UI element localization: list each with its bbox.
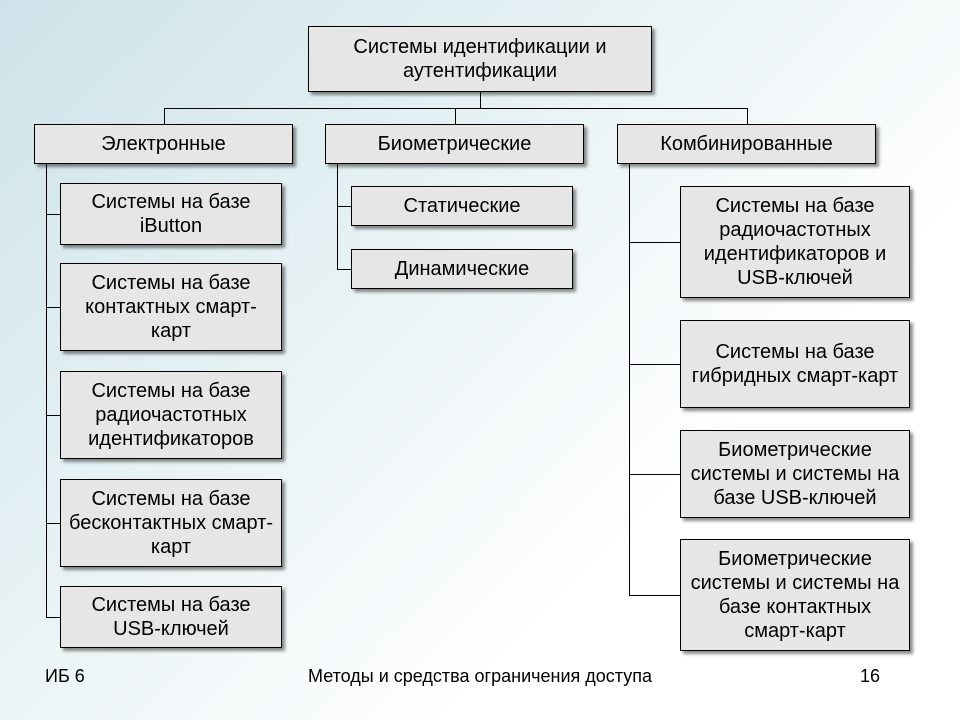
footer-right: 16 bbox=[820, 666, 880, 687]
connector-h bbox=[629, 242, 680, 243]
branch-0-child-3-label: Системы на базе бесконтактных смарт-карт bbox=[67, 487, 275, 559]
connector-v bbox=[337, 164, 338, 269]
connector-h bbox=[46, 617, 60, 618]
root-node-label: Системы идентификации и аутентификации bbox=[315, 35, 645, 83]
branch-1-child-1-label: Динамические bbox=[395, 257, 529, 281]
branch-0-child-2-label: Системы на базе радиочастотных идентифик… bbox=[67, 379, 275, 451]
branch-2-child-3-label: Биометрические системы и системы на базе… bbox=[687, 547, 903, 643]
branch-2-label: Комбинированные bbox=[660, 132, 833, 156]
branch-1-child-0: Статические bbox=[351, 186, 573, 226]
branch-0-child-4: Системы на базе USB-ключей bbox=[60, 586, 282, 648]
connector-h bbox=[629, 364, 680, 365]
branch-1-child-0-label: Статические bbox=[404, 194, 521, 218]
branch-0-child-3: Системы на базе бесконтактных смарт-карт bbox=[60, 479, 282, 567]
diagram-canvas: Системы идентификации и аутентификации Эл… bbox=[0, 0, 960, 720]
branch-2-child-1: Системы на базе гибридных смарт-карт bbox=[680, 320, 910, 408]
branch-1-child-1: Динамические bbox=[351, 249, 573, 289]
branch-2-child-1-label: Системы на базе гибридных смарт-карт bbox=[687, 340, 903, 388]
connector-h bbox=[46, 214, 60, 215]
branch-2-child-0: Системы на базе радиочастотных идентифик… bbox=[680, 186, 910, 298]
branch-2: Комбинированные bbox=[617, 124, 876, 164]
connector-h bbox=[46, 415, 60, 416]
branch-2-child-3: Биометрические системы и системы на базе… bbox=[680, 539, 910, 651]
branch-0: Электронные bbox=[34, 124, 293, 164]
connector-v bbox=[164, 108, 165, 124]
branch-2-child-2: Биометрические системы и системы на базе… bbox=[680, 430, 910, 518]
footer-left: ИБ 6 bbox=[45, 666, 85, 687]
branch-0-child-1-label: Системы на базе контактных смарт-карт bbox=[67, 271, 275, 343]
connector-h bbox=[46, 307, 60, 308]
connector-v bbox=[455, 108, 456, 124]
branch-1-label: Биометрические bbox=[378, 132, 532, 156]
branch-0-child-1: Системы на базе контактных смарт-карт bbox=[60, 263, 282, 351]
connector-h bbox=[46, 523, 60, 524]
footer-center: Методы и средства ограничения доступа bbox=[280, 666, 680, 687]
connector-h bbox=[629, 595, 680, 596]
branch-2-child-2-label: Биометрические системы и системы на базе… bbox=[687, 438, 903, 510]
branch-0-child-0-label: Системы на базе iButton bbox=[67, 190, 275, 238]
branch-0-label: Электронные bbox=[101, 132, 225, 156]
branch-2-child-0-label: Системы на базе радиочастотных идентифик… bbox=[687, 194, 903, 290]
branch-1: Биометрические bbox=[325, 124, 584, 164]
root-node: Системы идентификации и аутентификации bbox=[308, 26, 652, 92]
branch-0-child-4-label: Системы на базе USB-ключей bbox=[67, 593, 275, 641]
connector-v bbox=[480, 92, 481, 108]
connector-v bbox=[747, 108, 748, 124]
connector-h bbox=[337, 269, 351, 270]
branch-0-child-2: Системы на базе радиочастотных идентифик… bbox=[60, 371, 282, 459]
connector-v bbox=[46, 164, 47, 617]
connector-h bbox=[629, 474, 680, 475]
connector-h bbox=[337, 206, 351, 207]
branch-0-child-0: Системы на базе iButton bbox=[60, 183, 282, 245]
connector-v bbox=[629, 164, 630, 595]
